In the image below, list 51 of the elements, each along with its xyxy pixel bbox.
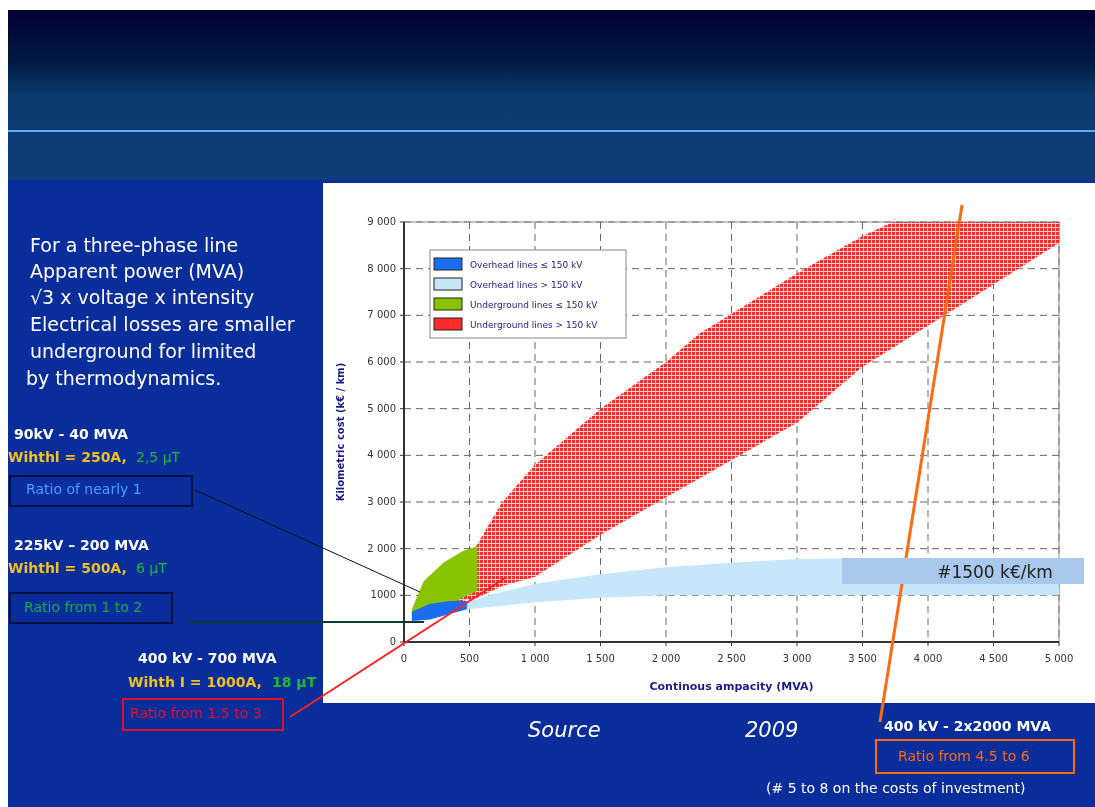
text: Ratio from 1 to 2 <box>24 599 143 615</box>
text: underground for limited <box>30 340 257 362</box>
y-tick-label: 7 000 <box>367 309 396 321</box>
text: 2,5 µT <box>136 449 181 465</box>
x-tick-label: 2 000 <box>651 653 681 664</box>
text: Source <box>528 718 601 742</box>
text: 2009 <box>745 718 799 742</box>
text: √3 x voltage x intensity <box>30 286 255 308</box>
annotation: #1500 k€/km <box>937 562 1053 582</box>
legend-label: Overhead lines > 150 kV <box>470 280 584 290</box>
y-tick-label: 3 000 <box>367 496 396 507</box>
x-tick-label: 1 500 <box>586 653 615 664</box>
y-tick-label: 2 000 <box>367 542 396 554</box>
text: Electrical losses are smaller <box>30 313 295 335</box>
text: Apparent power (MVA) <box>30 260 245 282</box>
legend-label: Underground lines > 150 kV <box>470 320 599 330</box>
y-tick-label: 8 000 <box>367 262 396 274</box>
text: Wihthl = 500A, <box>8 560 127 576</box>
x-tick-label: 4 000 <box>913 653 943 664</box>
x-axis-title: Continous ampacity (MVA) <box>649 680 814 693</box>
x-tick-label: 3 000 <box>782 653 812 664</box>
text: 400 kV - 2x2000 MVA <box>884 718 1052 734</box>
legend-label: Underground lines ≤ 150 kV <box>470 300 599 310</box>
y-tick-label: 0 <box>389 636 396 647</box>
x-tick-label: 3 500 <box>848 653 877 664</box>
text: For a three-phase line <box>30 234 239 256</box>
y-tick-label: 1000 <box>370 589 396 601</box>
x-tick-label: 2 500 <box>717 653 746 664</box>
text: 90kV - 40 MVA <box>14 426 129 442</box>
text: 6 µT <box>136 560 168 576</box>
text: Wihth I = 1000A, <box>128 674 262 690</box>
text: by thermodynamics. <box>26 367 222 389</box>
text: Wihthl = 250A, <box>8 449 127 465</box>
x-tick-label: 500 <box>459 653 480 664</box>
legend-label: Overhead lines ≤ 150 kV <box>470 260 584 270</box>
text: 225kV – 200 MVA <box>14 537 150 553</box>
y-tick-label: 6 000 <box>367 356 396 367</box>
y-tick-label: 4 000 <box>367 449 396 461</box>
text: Ratio from 4.5 to 6 <box>898 748 1030 764</box>
x-tick-label: 4 500 <box>979 653 1008 664</box>
y-axis-title: Kilometric cost (k€ / km) <box>335 362 346 502</box>
text: (# 5 to 8 on the costs of investment) <box>766 780 1026 796</box>
x-tick-label: 0 <box>400 653 408 664</box>
text: 400 kV - 700 MVA <box>138 650 277 666</box>
text: Ratio of nearly 1 <box>26 481 142 497</box>
y-tick-label: 5 000 <box>367 402 396 414</box>
text: Ratio from 1.5 to 3 <box>130 705 262 721</box>
x-tick-label: 1 000 <box>520 653 550 664</box>
y-tick-label: 9 000 <box>367 216 396 227</box>
text: 18 µT <box>272 674 317 690</box>
x-tick-label: 5 000 <box>1044 653 1074 664</box>
